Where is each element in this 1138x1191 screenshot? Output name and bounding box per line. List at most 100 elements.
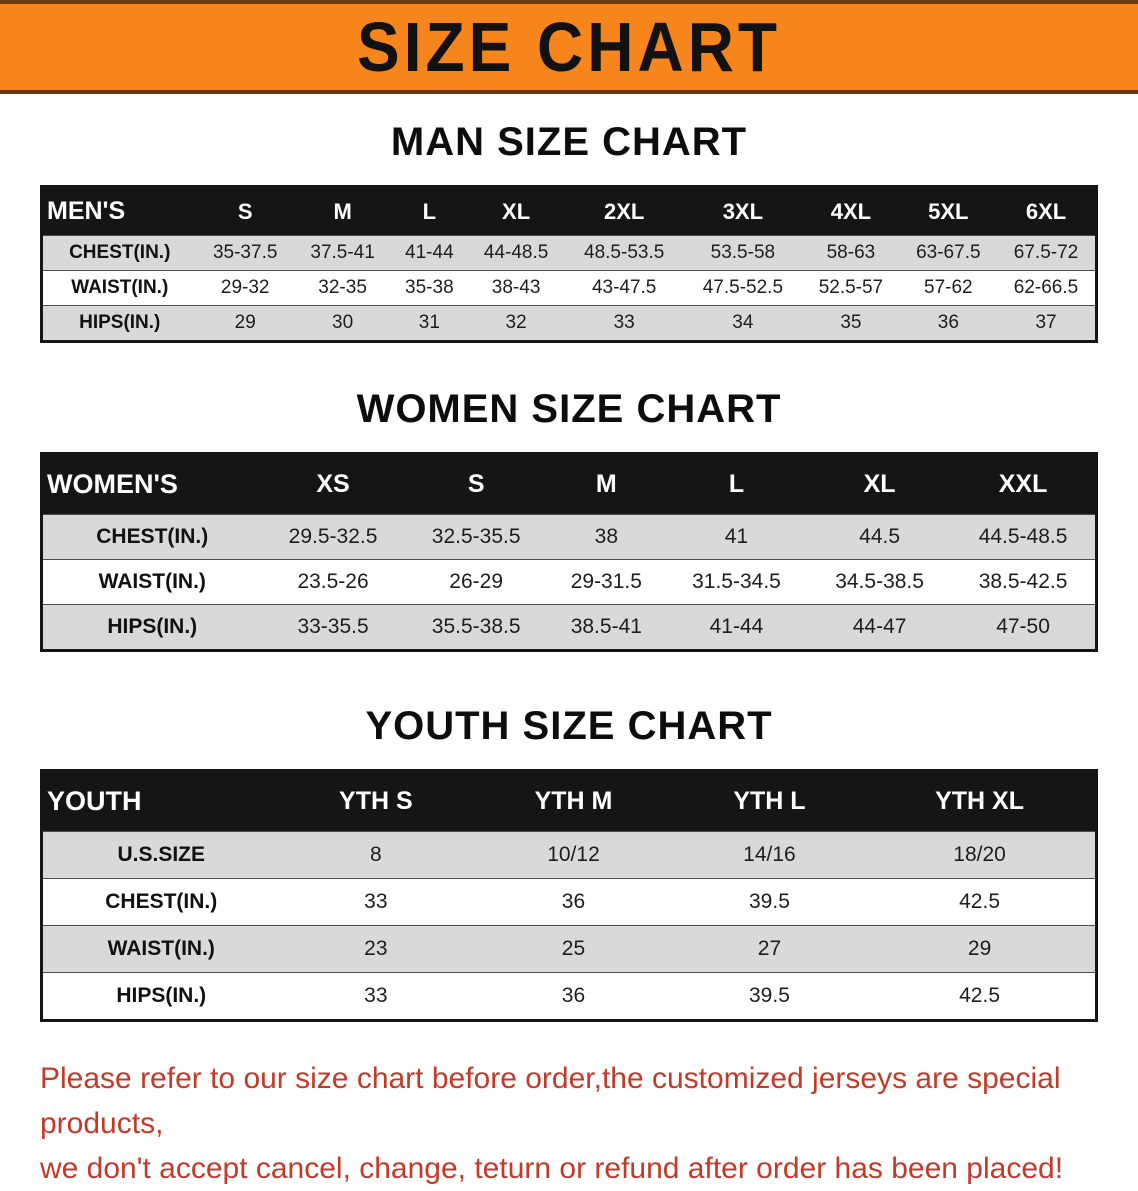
size-cell: 34 xyxy=(732,312,754,333)
women-size-table: WOMEN'S XS S M L XL XXL CHEST(IN.) 29.5-… xyxy=(40,452,1098,652)
size-cell: 63-67.5 xyxy=(916,242,981,263)
page-title: SIZE CHART xyxy=(357,8,781,86)
size-cell: 41 xyxy=(724,525,749,548)
size-cell: 36 xyxy=(561,984,586,1007)
size-cell: 35-38 xyxy=(405,277,454,298)
size-cell: 33-35.5 xyxy=(297,615,369,638)
size-col-header: L xyxy=(391,186,468,236)
size-col-header: 6XL xyxy=(997,186,1097,236)
size-cell: 52.5-57 xyxy=(818,277,884,298)
table-header-row: MEN'S S M L XL 2XL 3XL 4XL 5XL 6XL xyxy=(41,186,1097,236)
notice-line-1: Please refer to our size chart before or… xyxy=(40,1062,1061,1140)
row-label: U.S.SIZE xyxy=(117,843,206,866)
size-cell: 39.5 xyxy=(749,890,790,913)
size-cell: 32.5-35.5 xyxy=(431,525,521,548)
youth-size-table: YOUTH YTH S YTH M YTH L YTH XL U.S.SIZE … xyxy=(40,769,1098,1022)
size-col-header: 5XL xyxy=(899,186,998,236)
row-label: WAIST(IN.) xyxy=(98,570,206,593)
table-corner-label: MEN'S xyxy=(41,186,197,236)
size-cell: 57-62 xyxy=(924,277,973,298)
size-cell: 35 xyxy=(840,312,862,333)
men-size-section: MAN SIZE CHART MEN'S S M L XL 2XL 3XL 4X… xyxy=(0,120,1138,343)
size-cell: 47-50 xyxy=(996,615,1050,638)
size-col-header: XS xyxy=(261,453,405,515)
table-corner-label: YOUTH xyxy=(41,770,280,832)
row-label: HIPS(IN.) xyxy=(107,615,198,638)
table-header-row: WOMEN'S XS S M L XL XXL xyxy=(41,453,1097,515)
size-cell: 44-48.5 xyxy=(483,242,549,263)
size-cell: 26-29 xyxy=(449,570,504,593)
size-cell: 29 xyxy=(967,937,992,960)
size-cell: 31 xyxy=(418,312,440,333)
size-cell: 32 xyxy=(505,312,527,333)
size-cell: 44-47 xyxy=(852,615,907,638)
size-cell: 33 xyxy=(364,890,388,913)
size-cell: 32-35 xyxy=(318,277,367,298)
size-col-header: M xyxy=(293,186,392,236)
size-cell: 29-31.5 xyxy=(570,570,642,593)
notice-line-2: we don't accept cancel, change, teturn o… xyxy=(40,1152,1064,1185)
size-col-header: XXL xyxy=(951,453,1097,515)
size-cell: 33 xyxy=(613,312,635,333)
table-row: HIPS(IN.) 29 30 31 32 33 34 35 36 37 xyxy=(41,305,1097,342)
size-cell: 14/16 xyxy=(743,843,796,866)
women-section-heading: WOMEN SIZE CHART xyxy=(356,387,782,431)
size-cell: 34.5-38.5 xyxy=(835,570,924,593)
row-label: CHEST(IN.) xyxy=(96,525,209,548)
size-col-header: 2XL xyxy=(564,186,684,236)
row-label: HIPS(IN.) xyxy=(116,984,207,1007)
size-col-header: M xyxy=(547,453,665,515)
size-col-header: 4XL xyxy=(802,186,900,236)
table-row: CHEST(IN.) 35-37.5 37.5-41 41-44 44-48.5… xyxy=(41,235,1097,271)
row-label: HIPS(IN.) xyxy=(79,312,161,333)
size-cell: 29-32 xyxy=(220,277,270,298)
size-cell: 38.5-41 xyxy=(570,615,642,638)
row-label: CHEST(IN.) xyxy=(105,890,218,913)
size-cell: 58-63 xyxy=(826,242,876,263)
size-col-header: YTH M xyxy=(472,770,675,832)
size-cell: 42.5 xyxy=(959,984,1000,1007)
size-cell: 39.5 xyxy=(749,984,790,1007)
order-notice: Please refer to our size chart before or… xyxy=(40,1056,1108,1191)
size-cell: 38 xyxy=(594,525,618,548)
size-col-header: S xyxy=(404,453,548,515)
table-row: U.S.SIZE 8 10/12 14/16 18/20 xyxy=(41,831,1097,879)
size-col-header: YTH L xyxy=(674,770,865,832)
size-cell: 31.5-34.5 xyxy=(692,570,781,593)
size-cell: 38.5-42.5 xyxy=(978,570,1068,593)
table-row: HIPS(IN.) 33-35.5 35.5-38.5 38.5-41 41-4… xyxy=(41,604,1097,651)
men-size-table: MEN'S S M L XL 2XL 3XL 4XL 5XL 6XL CHEST… xyxy=(40,185,1098,343)
size-cell: 43-47.5 xyxy=(591,277,657,298)
size-cell: 62-66.5 xyxy=(1013,277,1079,298)
youth-size-section: YOUTH SIZE CHART YOUTH YTH S YTH M YTH L… xyxy=(0,704,1138,1022)
size-cell: 48.5-53.5 xyxy=(584,242,665,263)
table-header-row: YOUTH YTH S YTH M YTH L YTH XL xyxy=(41,770,1097,832)
size-col-header: S xyxy=(196,186,294,236)
size-cell: 53.5-58 xyxy=(710,242,776,263)
size-cell: 36 xyxy=(561,890,586,913)
size-cell: 42.5 xyxy=(959,890,1000,913)
size-cell: 29.5-32.5 xyxy=(288,525,378,548)
table-corner-label: WOMEN'S xyxy=(41,453,262,515)
size-col-header: L xyxy=(664,453,809,515)
row-label: WAIST(IN.) xyxy=(71,277,169,298)
youth-section-heading: YOUTH SIZE CHART xyxy=(365,704,773,748)
table-row: WAIST(IN.) 29-32 32-35 35-38 38-43 43-47… xyxy=(41,270,1097,306)
size-cell: 27 xyxy=(757,937,782,960)
size-cell: 8 xyxy=(370,843,382,866)
size-cell: 25 xyxy=(561,937,586,960)
size-chart-banner: SIZE CHART xyxy=(0,0,1138,94)
table-row: CHEST(IN.) 33 36 39.5 42.5 xyxy=(41,878,1097,926)
row-label: CHEST(IN.) xyxy=(69,242,171,263)
size-col-header: XL xyxy=(808,453,952,515)
size-cell: 23.5-26 xyxy=(297,570,369,593)
size-col-header: XL xyxy=(467,186,565,236)
table-row: CHEST(IN.) 29.5-32.5 32.5-35.5 38 41 44.… xyxy=(41,514,1097,560)
size-cell: 30 xyxy=(332,312,354,333)
size-cell: 37 xyxy=(1035,312,1057,333)
size-cell: 33 xyxy=(364,984,388,1007)
table-row: WAIST(IN.) 23 25 27 29 xyxy=(41,925,1097,973)
size-cell: 29 xyxy=(234,312,256,333)
table-row: HIPS(IN.) 33 36 39.5 42.5 xyxy=(41,972,1097,1021)
